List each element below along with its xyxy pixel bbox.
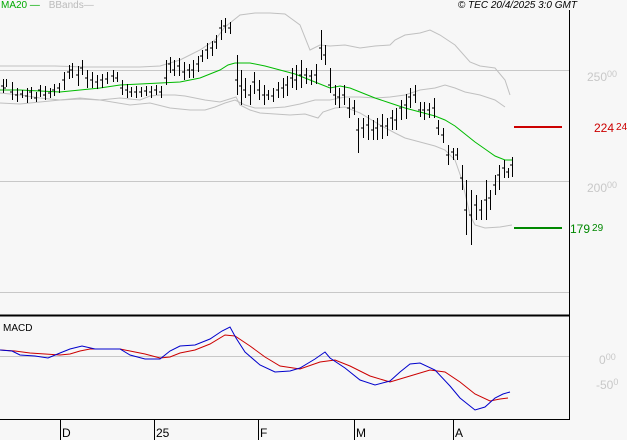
chart-legend: MA20 — BBands— — [1, 0, 94, 11]
legend-bbands: BBands — [48, 0, 84, 11]
legend-bbands-swatch: — — [83, 0, 94, 11]
x-label-m: M — [356, 426, 366, 440]
price-gridlines — [0, 70, 569, 293]
legend-ma20-swatch: — — [27, 0, 40, 11]
copyright-timestamp: © TEC 20/4/2025 3:0 GMT — [457, 0, 577, 11]
x-label-d: D — [62, 426, 71, 440]
x-axis-ticks — [60, 420, 454, 440]
legend-ma20: MA20 — [1, 0, 28, 11]
ohlc-bars — [1, 18, 513, 245]
y-tick-25000: 25000 — [587, 69, 617, 84]
y-tick-20000: 20000 — [587, 180, 617, 195]
x-label-25: 25 — [156, 426, 170, 440]
macd-line — [0, 326, 511, 411]
macd-y-axis: 000 -500 — [596, 352, 618, 392]
x-axis-labels: D 25 F M A — [62, 426, 463, 440]
x-label-f: F — [260, 426, 267, 440]
price-y-axis: 25000 20000 224 24 179 29 — [570, 69, 627, 236]
ma20-line — [0, 62, 512, 161]
bollinger-bands — [0, 12, 513, 229]
macd-tick-0: 000 — [599, 352, 616, 367]
support-level-label: 179 29 — [570, 222, 604, 236]
macd-title: MACD — [3, 323, 33, 334]
resistance-level-label: 224 24 — [594, 121, 627, 135]
x-label-a: A — [455, 426, 463, 440]
macd-tick-neg500: -500 — [596, 377, 618, 392]
macd-signal-line — [0, 334, 509, 402]
